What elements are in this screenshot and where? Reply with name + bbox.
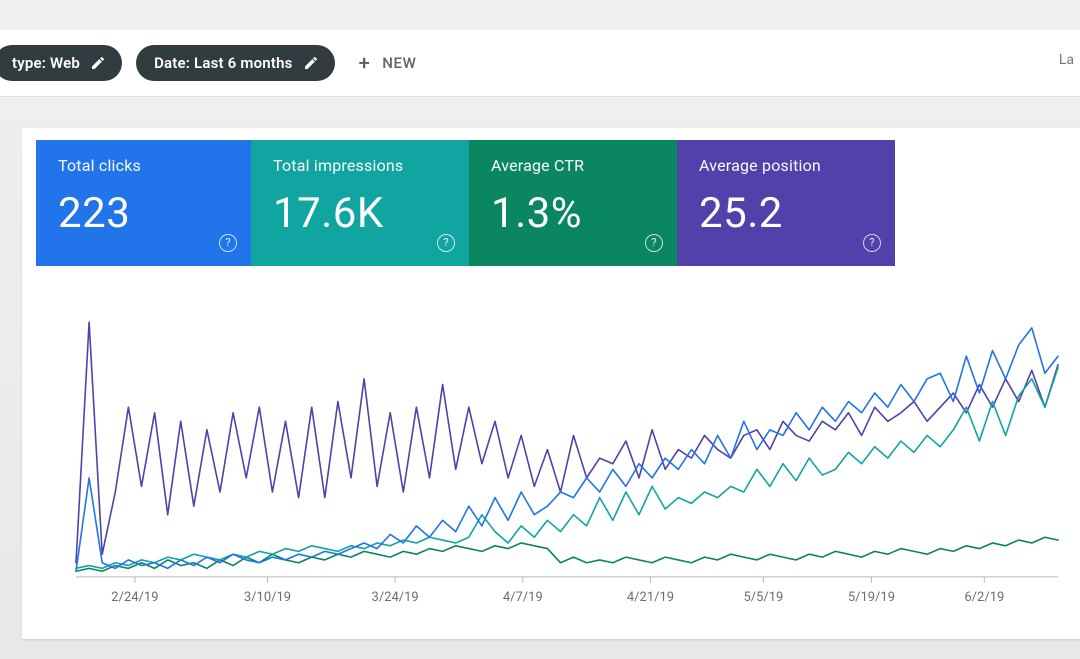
filter-chip-search-type[interactable]: type: Web [0, 45, 122, 81]
svg-text:3/24/19: 3/24/19 [372, 590, 419, 605]
page-root: type: Web Date: Last 6 months + NEW La T… [0, 0, 1080, 659]
metric-label: Average CTR [491, 156, 655, 175]
metric-tile-1[interactable]: Total impressions 17.6K? [251, 140, 469, 266]
metric-tiles: Total clicks223?Total impressions17.6K?A… [36, 140, 895, 266]
help-icon[interactable]: ? [219, 234, 237, 252]
plus-icon: + [359, 51, 371, 75]
chart-container: 2/24/19 3/10/19 3/24/19 4/7/19 4/21/19 5/5/19… [36, 288, 1066, 619]
performance-card: Total clicks223?Total impressions17.6K?A… [22, 128, 1080, 639]
pencil-icon [303, 55, 319, 71]
svg-text:4/21/19: 4/21/19 [627, 590, 674, 605]
chip-label: Date: Last 6 months [154, 54, 293, 72]
metric-label: Average position [699, 156, 873, 175]
metric-value: 1.3% [491, 189, 655, 238]
svg-text:6/2/19: 6/2/19 [964, 590, 1004, 605]
help-icon[interactable]: ? [437, 234, 455, 252]
metric-value: 25.2 [699, 189, 873, 238]
svg-text:3/10/19: 3/10/19 [244, 590, 291, 605]
svg-text:2/24/19: 2/24/19 [111, 590, 158, 605]
help-icon[interactable]: ? [863, 234, 881, 252]
metric-value: 17.6K [273, 189, 447, 238]
pencil-icon [90, 55, 106, 71]
metric-label: Total impressions [273, 156, 447, 175]
new-label: NEW [382, 54, 416, 72]
metric-label: Total clicks [58, 156, 229, 175]
svg-text:5/19/19: 5/19/19 [848, 590, 895, 605]
performance-chart: 2/24/19 3/10/19 3/24/19 4/7/19 4/21/19 5/5/19… [36, 288, 1066, 619]
cutoff-text: La [1059, 52, 1074, 68]
metric-tile-3[interactable]: Average position 25.2? [677, 140, 895, 266]
filter-bar: type: Web Date: Last 6 months + NEW La [0, 30, 1080, 96]
metric-value: 223 [58, 189, 229, 238]
filter-chip-date[interactable]: Date: Last 6 months [136, 45, 335, 81]
svg-text:5/5/19: 5/5/19 [743, 590, 783, 605]
chip-label: type: Web [12, 54, 80, 72]
svg-text:4/7/19: 4/7/19 [503, 590, 543, 605]
add-filter-button[interactable]: + NEW [359, 51, 417, 75]
metric-tile-2[interactable]: Average CTR 1.3%? [469, 140, 677, 266]
metric-tile-0[interactable]: Total clicks 223? [36, 140, 251, 266]
help-icon[interactable]: ? [645, 234, 663, 252]
